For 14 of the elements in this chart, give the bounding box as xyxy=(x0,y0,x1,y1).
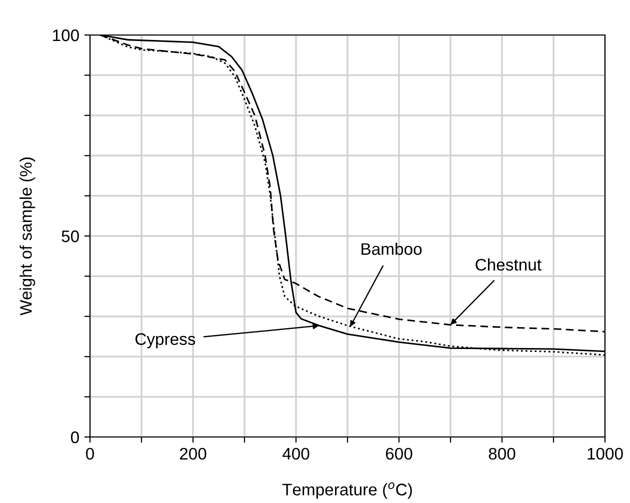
x-tick-label: 1000 xyxy=(588,448,623,460)
x-tick-label: 400 xyxy=(282,448,310,460)
x-axis-title: Temperature ($^{o}$C) xyxy=(282,482,412,499)
x-tick-label: 0 xyxy=(86,448,94,460)
y-tick-label: 100 xyxy=(53,29,79,42)
x-tick-label: 800 xyxy=(488,448,516,460)
y-tick-label: 50 xyxy=(62,230,79,242)
x-tick-label: 600 xyxy=(386,448,412,460)
annotation: Bamboo xyxy=(362,242,422,255)
y-tick-label: 0 xyxy=(70,431,79,444)
x-tick-label: 200 xyxy=(180,448,206,460)
annotation: Chestnut xyxy=(476,258,542,271)
y-axis-title: Weight of sample (%) xyxy=(20,158,36,316)
annotation: Cypress xyxy=(135,333,196,348)
